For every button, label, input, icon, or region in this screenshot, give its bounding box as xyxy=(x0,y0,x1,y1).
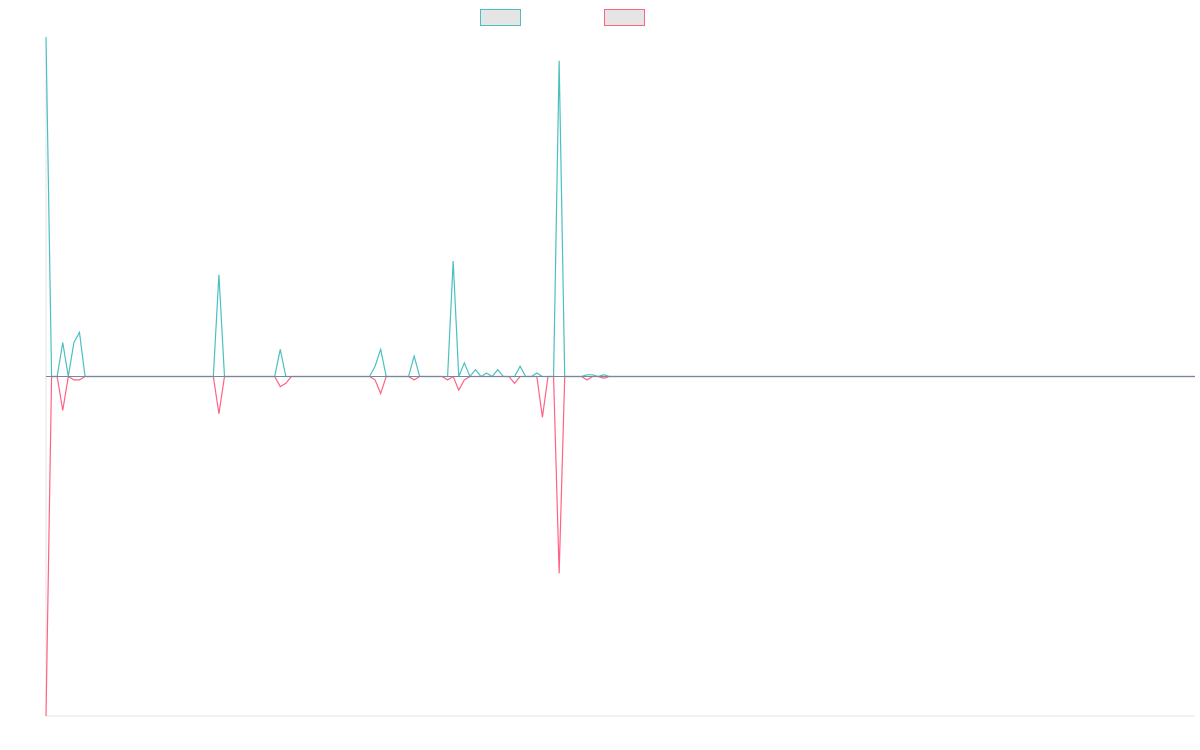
series-line-1 xyxy=(45,36,1195,378)
legend-swatch-series-1 xyxy=(480,9,521,26)
legend-swatch-series-2 xyxy=(604,9,645,26)
series-line-2 xyxy=(45,375,1195,717)
